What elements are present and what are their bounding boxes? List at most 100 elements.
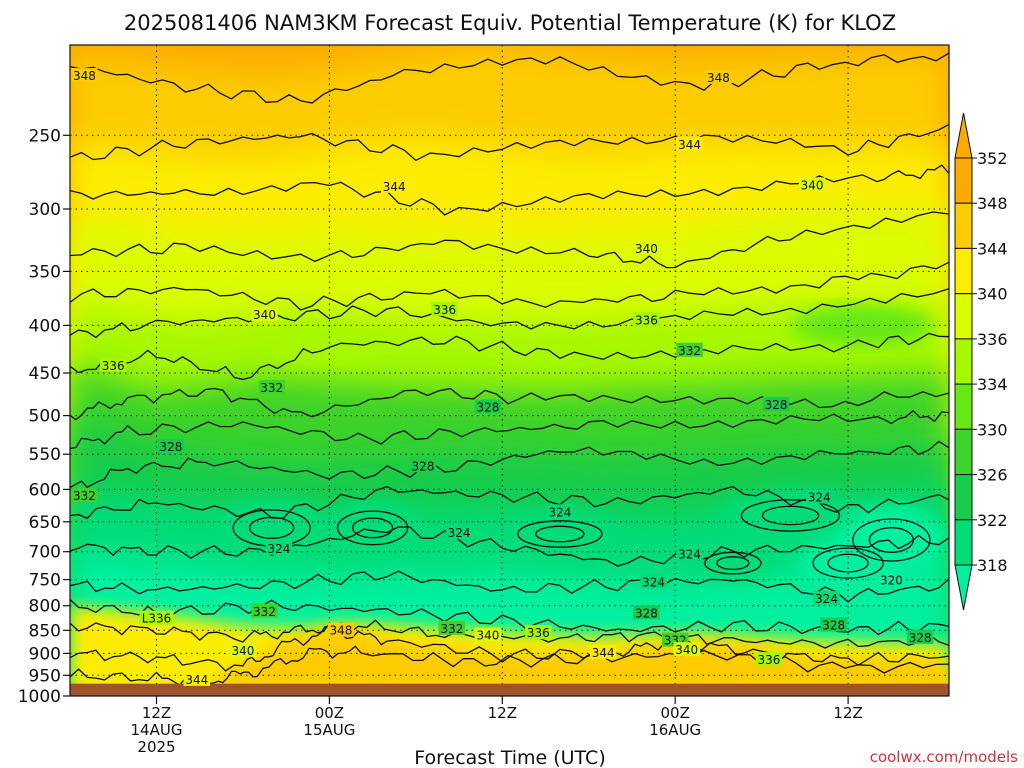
contour-label-bg: [183, 671, 211, 686]
contour-label: 324: [548, 505, 571, 519]
contour-label-bg: [381, 178, 408, 193]
contour-label-bg: [813, 591, 840, 606]
contour-label-bg: [251, 307, 278, 322]
contour-label-bg: [327, 622, 355, 637]
contour-label: 348: [73, 69, 96, 83]
colorbar-top-arrow: [954, 112, 973, 159]
colorbar-segment: [954, 157, 973, 204]
contour-label: 344: [678, 138, 701, 152]
contour-label: 332: [260, 381, 283, 395]
colorbar-segment: [954, 474, 973, 521]
contour-label: 336: [757, 653, 780, 667]
y-tick-label: 950: [29, 666, 61, 686]
y-axis: 250 300 350 400 450 500 550 600 650 700 750 800 850 9…: [18, 126, 70, 707]
y-tick-label: 900: [29, 644, 61, 664]
y-tick-label: 500: [29, 407, 61, 427]
contour-label-bg: [139, 610, 174, 625]
contour-label-bg: [589, 644, 617, 659]
y-tick-label: 1000: [18, 687, 61, 707]
contour-label-bg: [633, 240, 660, 255]
contour-label-bg: [633, 312, 660, 327]
contour-label: 344: [185, 673, 208, 687]
colorbar-segment: [954, 519, 973, 566]
contour-closed-inner-1: [249, 516, 295, 540]
fill-cell-8: [269, 325, 390, 366]
contour-label: 336: [527, 626, 550, 640]
contour-label: 324: [678, 548, 701, 562]
contour-label: 332: [440, 622, 463, 636]
contour-label: 328: [635, 606, 658, 620]
y-tick-label: 300: [29, 200, 61, 220]
colorbar-segment: [954, 338, 973, 385]
contour-label-bg: [258, 380, 285, 394]
fill-cell-2: [322, 499, 423, 556]
contour-label-bg: [633, 605, 660, 620]
x-tick-date: 14AUG: [131, 721, 183, 739]
contour-label: 340: [635, 242, 658, 256]
contour-closed-3: [517, 520, 603, 548]
contour-label: 336: [102, 359, 125, 373]
colorbar-segment: [954, 202, 973, 249]
x-tick-label: 12Z: [142, 704, 171, 722]
contour-label-bg: [474, 399, 502, 414]
contour-line-3: [70, 164, 949, 216]
ground-surface: [70, 683, 949, 696]
contour-label-bg: [798, 177, 826, 192]
watermark: coolwx.com/models: [870, 748, 1018, 766]
contour-label-bg: [705, 70, 732, 84]
contour-line-9: [70, 409, 949, 450]
y-tick-label: 250: [29, 126, 61, 146]
x-tick-label: 00Z: [315, 704, 344, 722]
contour-label: 340: [801, 178, 824, 192]
contour-label-bg: [676, 342, 703, 357]
contour-label: 348: [707, 71, 730, 85]
contour-label-bg: [525, 625, 552, 640]
contour-label-bg: [906, 629, 934, 644]
contour-label: 336: [635, 313, 658, 327]
colorbar-segment: [954, 383, 973, 430]
contour-closed-inner-6: [827, 553, 869, 573]
contour-closed-5: [852, 518, 931, 562]
y-tick-label: 700: [29, 543, 61, 563]
color-fill-cells: [216, 305, 947, 589]
contour-label-bg: [431, 301, 458, 316]
contour-label: 328: [765, 398, 788, 412]
contour-label: 348: [329, 624, 352, 638]
y-tick-label: 450: [29, 364, 61, 384]
contour-label: 340: [253, 308, 276, 322]
contour-label: 328: [412, 460, 435, 474]
contour-closed-7: [704, 551, 762, 575]
contour-line-12: [70, 526, 949, 567]
contour-closed-6: [812, 547, 884, 579]
contour-label-bg: [445, 524, 473, 539]
contour-line-4: [70, 211, 949, 269]
contour-label-bg: [100, 357, 127, 372]
contour-line-1: [70, 52, 949, 104]
fill-cell-3: [499, 512, 620, 556]
contour-label-bg: [438, 620, 466, 635]
contour-line-15: [70, 619, 949, 649]
grid-lines: [70, 45, 949, 696]
contour-label: 324: [642, 575, 665, 589]
contour-closed-inner-4: [761, 505, 820, 526]
contour-label: 332: [73, 489, 96, 503]
colorbar-label: 322: [977, 511, 1008, 530]
colorbar-bottom-arrow: [954, 564, 973, 611]
contour-line-2: [70, 123, 949, 162]
colorbar-segment: [954, 247, 973, 295]
contour-label: 332: [678, 344, 701, 358]
chart-title: 2025081406 NAM3KM Forecast Equiv. Potent…: [124, 11, 896, 35]
plot-frame: [69, 44, 950, 697]
contour-label: 344: [383, 180, 406, 194]
fill-cell-1: [216, 497, 327, 558]
contour-closed-inner-5: [868, 527, 915, 553]
y-tick-label: 850: [29, 621, 61, 641]
colorbar-label: 348: [977, 194, 1008, 213]
colorbar-label: 344: [977, 239, 1008, 258]
contour-label: 328: [909, 631, 932, 645]
colorbar-segment: [954, 293, 973, 340]
contour-line-6: [70, 288, 949, 339]
colorbar-label: 336: [977, 330, 1008, 349]
contour-label: 340: [231, 644, 254, 658]
